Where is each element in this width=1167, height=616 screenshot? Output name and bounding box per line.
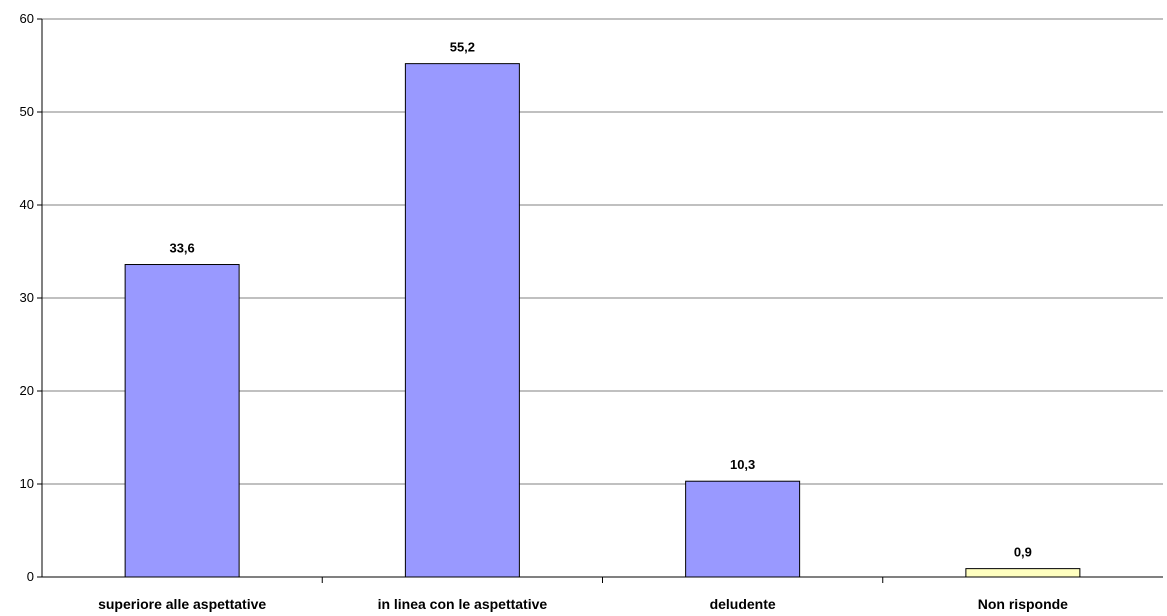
bars xyxy=(124,63,1081,578)
bar-4 xyxy=(965,568,1081,578)
labels: 0 10 20 30 40 50 60 33,6 superiore alle aspettat… xyxy=(20,11,1069,612)
x-tick-label: superiore alle aspettative xyxy=(98,596,266,612)
bar-3 xyxy=(685,480,801,578)
y-tick-label: 30 xyxy=(20,290,34,305)
y-tick-label: 10 xyxy=(20,476,34,491)
axes xyxy=(37,18,1163,583)
x-tick-label: Non risponde xyxy=(978,596,1068,612)
x-tick-label: in linea con le aspettative xyxy=(378,596,548,612)
bar-2 xyxy=(404,63,520,578)
y-tick-label: 40 xyxy=(20,197,34,212)
y-tick-label: 50 xyxy=(20,104,34,119)
y-tick-label: 0 xyxy=(27,569,34,584)
data-label: 10,3 xyxy=(730,457,755,472)
data-label: 0,9 xyxy=(1014,545,1032,560)
y-tick-label: 60 xyxy=(20,11,34,26)
x-tick-label: deludente xyxy=(710,596,776,612)
data-label: 55,2 xyxy=(450,40,475,55)
bar-1 xyxy=(124,264,240,578)
y-tick-label: 20 xyxy=(20,383,34,398)
data-label: 33,6 xyxy=(169,241,194,256)
